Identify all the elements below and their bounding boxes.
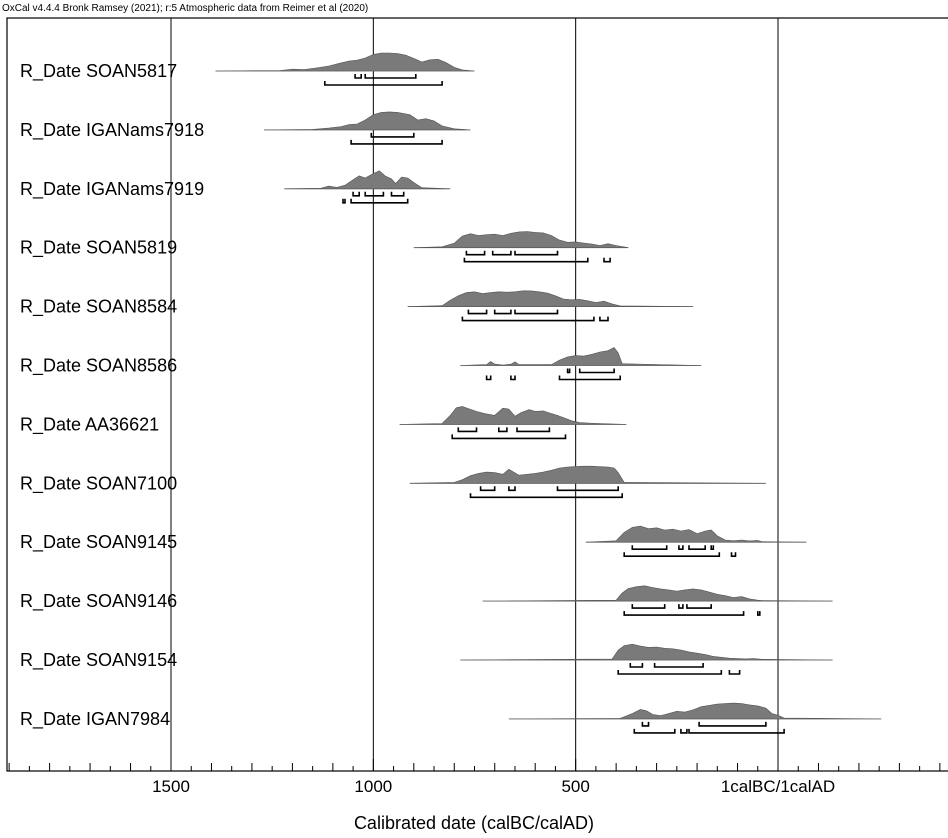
series-label: R_Date AA36621 (20, 414, 159, 435)
range-2-sigma (463, 257, 589, 263)
probability-distribution (460, 643, 833, 661)
range-2-sigma (350, 139, 443, 145)
range-1-sigma (491, 250, 512, 256)
series-row: R_Date SOAN9145 (20, 525, 807, 557)
range-1-sigma (514, 309, 559, 315)
probability-distribution (585, 525, 807, 543)
series-row: R_Date IGANams7918 (20, 111, 471, 145)
series-label: R_Date SOAN8586 (20, 356, 177, 377)
range-1-sigma (352, 191, 360, 197)
probability-distribution (409, 465, 766, 484)
range-1-sigma (578, 368, 615, 374)
series-row: R_Date SOAN8584 (20, 290, 694, 322)
probability-distribution (399, 406, 627, 425)
series-label: R_Date IGANams7918 (20, 120, 204, 141)
range-1-sigma (508, 486, 516, 492)
range-1-sigma (629, 663, 644, 668)
series-row: R_Date SOAN7100 (20, 465, 766, 499)
range-1-sigma (710, 545, 715, 550)
range-1-sigma (514, 250, 559, 256)
range-1-sigma (465, 250, 486, 256)
series-label: R_Date SOAN5819 (20, 238, 177, 259)
series-label: R_Date SOAN9146 (20, 591, 177, 612)
series-label: R_Date IGANams7919 (20, 179, 204, 200)
range-1-sigma (364, 74, 417, 79)
range-1-sigma (467, 309, 488, 315)
series-row: R_Date SOAN9146 (20, 585, 833, 616)
range-1-sigma (370, 132, 415, 138)
probability-distribution (460, 347, 702, 366)
series-row: R_Date SOAN5817 (20, 52, 475, 86)
range-1-sigma (631, 545, 668, 550)
range-2-sigma (510, 375, 516, 381)
range-2-sigma (451, 434, 567, 440)
range-1-sigma (698, 721, 767, 727)
oxcal-header: OxCal v4.4.4 Bronk Ramsey (2021); r:5 At… (2, 3, 369, 14)
range-1-sigma (653, 663, 704, 668)
series-label: R_Date IGAN7984 (20, 709, 170, 730)
range-2-sigma (324, 81, 443, 86)
series-label: R_Date SOAN8584 (20, 297, 177, 318)
series-row: R_Date SOAN5819 (20, 231, 629, 263)
range-1-sigma (479, 486, 496, 492)
x-axis-title: Calibrated date (calBC/calAD) (353, 813, 595, 833)
series-row: R_Date AA36621 (20, 406, 627, 440)
range-1-sigma (688, 545, 706, 550)
range-2-sigma (728, 670, 741, 675)
range-1-sigma (493, 309, 512, 315)
range-2-sigma (730, 552, 737, 557)
range-2-sigma (603, 257, 611, 263)
range-2-sigma (469, 493, 623, 499)
range-2-sigma (688, 728, 785, 734)
range-2-sigma (461, 316, 595, 322)
range-1-sigma (364, 191, 385, 197)
range-2-sigma (558, 375, 621, 381)
range-2-sigma (350, 198, 409, 204)
series-row: R_Date SOAN8586 (20, 347, 702, 381)
x-tick-label: 500 (561, 777, 589, 796)
range-1-sigma (686, 604, 712, 609)
range-2-sigma (633, 728, 676, 734)
range-1-sigma (390, 191, 405, 197)
range-1-sigma (457, 427, 478, 433)
range-2-sigma (757, 611, 761, 616)
range-1-sigma (641, 721, 650, 727)
range-1-sigma (631, 604, 666, 609)
series-label: R_Date SOAN9145 (20, 532, 177, 553)
range-2-sigma (599, 316, 609, 322)
range-2-sigma (485, 375, 492, 381)
probability-distribution (284, 170, 451, 190)
range-2-sigma (623, 611, 745, 616)
range-1-sigma (556, 486, 619, 492)
range-2-sigma (617, 670, 723, 675)
range-2-sigma (623, 552, 721, 557)
range-2-sigma (342, 198, 346, 204)
series-row: R_Date SOAN9154 (20, 643, 833, 675)
plot-frame (6, 17, 948, 772)
series-row: R_Date IGANams7919 (20, 170, 451, 204)
range-1-sigma (678, 545, 684, 550)
probability-distribution (215, 52, 475, 72)
x-tick-label: 1000 (354, 777, 392, 796)
probability-distribution (407, 290, 694, 307)
range-1-sigma (566, 368, 571, 374)
range-1-sigma (516, 427, 551, 433)
x-tick-label: 1500 (152, 777, 190, 796)
probability-distribution (508, 702, 882, 720)
probability-distribution (264, 111, 471, 131)
range-1-sigma (678, 604, 684, 609)
series-label: R_Date SOAN5817 (20, 61, 177, 82)
series-row: R_Date IGAN7984 (20, 702, 882, 734)
probability-distribution (482, 585, 833, 602)
range-1-sigma (354, 74, 362, 79)
series-label: R_Date SOAN7100 (20, 473, 177, 494)
range-1-sigma (498, 427, 508, 433)
range-2-sigma (680, 728, 688, 734)
probability-distribution (413, 231, 629, 248)
x-tick-label: 1calBC/1calAD (721, 777, 835, 796)
series-label: R_Date SOAN9154 (20, 650, 177, 671)
